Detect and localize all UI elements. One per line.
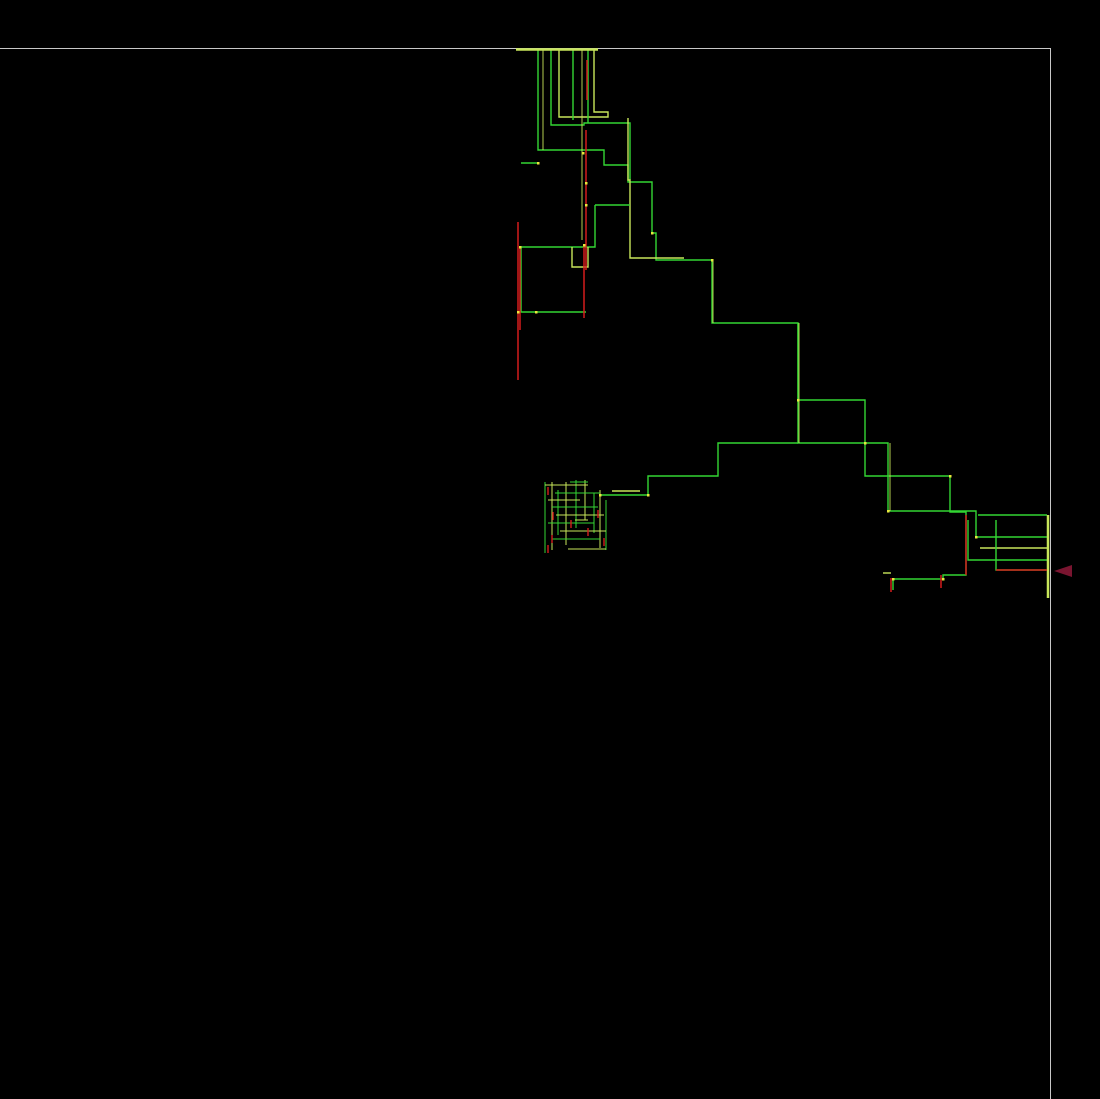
triangle-left-icon[interactable]	[1054, 565, 1072, 577]
via-5	[583, 244, 586, 247]
routed-net-16	[967, 520, 1047, 561]
via-7	[517, 311, 520, 314]
via-1	[537, 162, 540, 165]
via-15	[975, 536, 978, 539]
via-17	[892, 578, 895, 581]
io-port[interactable]	[1054, 565, 1072, 577]
drc-violations	[517, 60, 1047, 592]
via-13	[887, 510, 890, 513]
routed-net-9	[571, 247, 589, 268]
via-2	[582, 152, 585, 155]
via-8	[535, 311, 538, 314]
routed-net-6	[627, 118, 684, 259]
via-10	[711, 259, 714, 262]
via-19	[647, 494, 650, 497]
via-markers	[517, 152, 978, 581]
cell-cluster	[544, 480, 607, 553]
routed-net-11	[600, 442, 798, 496]
routed-net-13	[797, 323, 967, 590]
die-boundary	[0, 48, 1051, 1099]
via-14	[949, 475, 952, 478]
via-12	[864, 442, 867, 445]
via-11	[797, 399, 800, 402]
via-3	[585, 182, 588, 185]
via-16	[942, 578, 945, 581]
via-6	[519, 246, 522, 249]
via-9	[651, 232, 654, 235]
via-18	[599, 494, 602, 497]
routed-net-2	[550, 50, 631, 180]
routed-net-3	[558, 50, 609, 118]
die-boundary-edge	[0, 48, 1051, 1099]
via-4	[585, 204, 588, 207]
